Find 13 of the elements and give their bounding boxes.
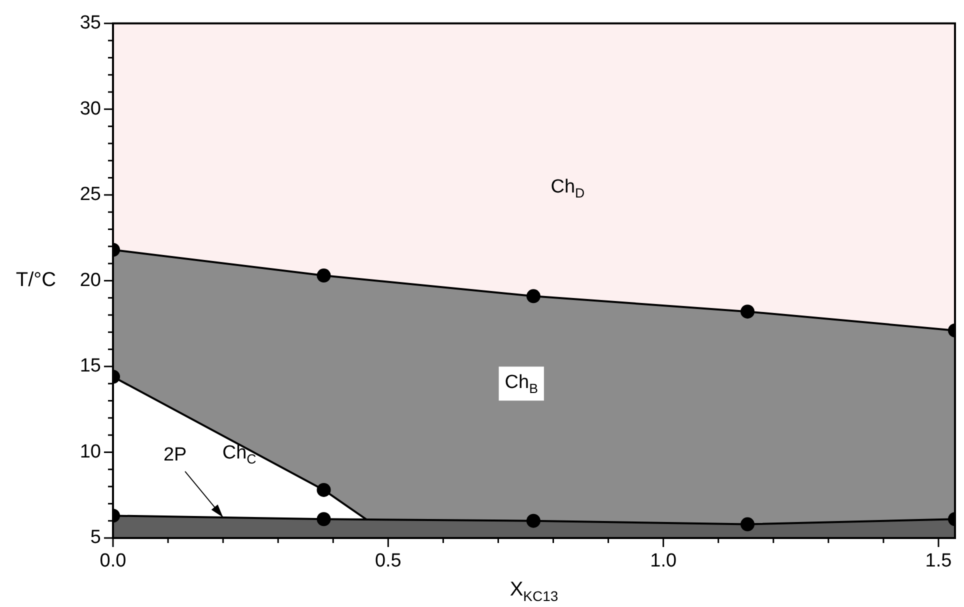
annotation: 2P (163, 444, 187, 466)
y-tick-label: 15 (80, 356, 101, 377)
y-tick-label: 20 (80, 270, 101, 291)
x-tick-label: 1.5 (925, 550, 952, 572)
y-tick-label: 10 (80, 441, 101, 462)
y-tick-label: 25 (80, 184, 101, 206)
y-tick-label: 35 (80, 12, 101, 34)
y-tick-label: 5 (90, 527, 101, 548)
x-tick-label: 1.0 (650, 550, 677, 572)
x-tick-label: 0.0 (100, 550, 126, 572)
y-tick-label: 30 (80, 98, 101, 120)
y-axis-title: T/°C (16, 269, 56, 292)
x-tick-label: 0.5 (374, 550, 402, 572)
